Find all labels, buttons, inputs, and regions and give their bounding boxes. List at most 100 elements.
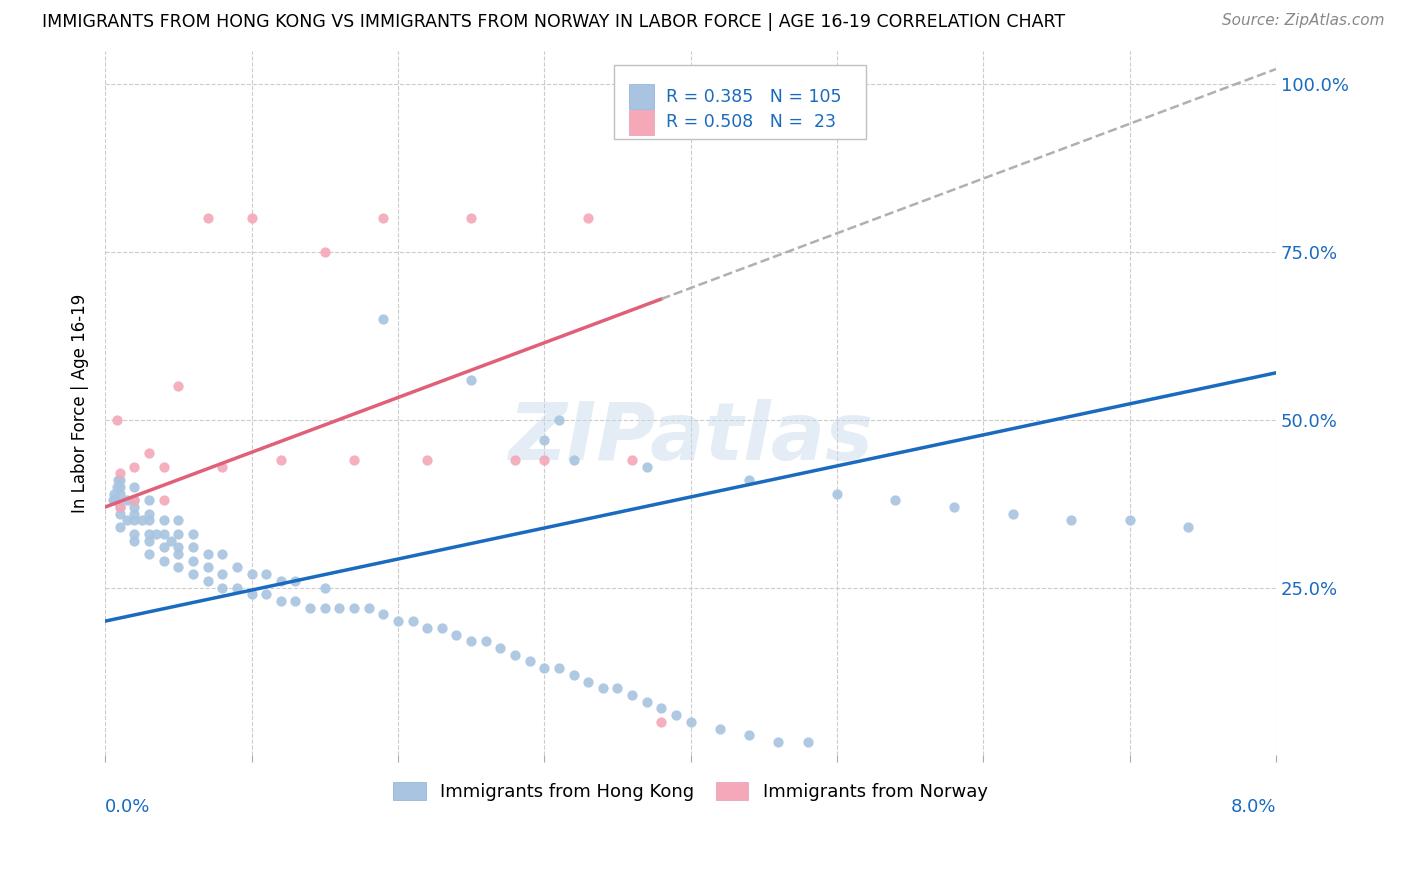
Point (108, 500, 131, 514)
Point (108, 520, 131, 534)
Point (460, 634, 482, 648)
Point (270, 574, 292, 588)
Point (768, 735, 790, 749)
Point (533, 453, 555, 467)
FancyBboxPatch shape (614, 65, 866, 139)
Point (284, 574, 307, 588)
Point (533, 433, 555, 447)
Point (357, 600, 380, 615)
Point (138, 527, 160, 541)
Point (503, 453, 526, 467)
Point (284, 594, 307, 608)
Point (197, 211, 219, 226)
Point (131, 513, 153, 527)
Point (124, 527, 146, 541)
Point (592, 681, 614, 696)
Point (138, 513, 160, 527)
Point (254, 567, 277, 582)
Point (943, 500, 966, 514)
Point (152, 554, 174, 568)
Point (373, 312, 395, 326)
Point (665, 708, 688, 723)
Point (562, 453, 585, 467)
Point (211, 459, 233, 474)
Point (167, 560, 190, 574)
Point (124, 493, 146, 508)
Point (636, 459, 658, 474)
Point (650, 714, 672, 729)
Point (547, 413, 569, 427)
Point (709, 722, 731, 736)
Bar (628, 84, 654, 109)
Point (152, 527, 174, 541)
Point (105, 413, 128, 427)
Point (211, 581, 233, 595)
Point (1001, 507, 1024, 521)
Point (460, 211, 482, 226)
Text: 8.0%: 8.0% (1230, 797, 1277, 815)
Point (576, 674, 599, 689)
Point (240, 211, 263, 226)
Point (197, 574, 219, 588)
Point (621, 688, 644, 702)
Point (636, 695, 658, 709)
Point (387, 614, 409, 628)
Point (115, 513, 138, 527)
Point (576, 211, 599, 226)
Point (796, 735, 818, 749)
Point (108, 500, 131, 514)
Point (373, 211, 395, 226)
Point (343, 600, 366, 615)
Point (152, 459, 174, 474)
Point (124, 513, 146, 527)
Point (138, 547, 160, 561)
Point (226, 581, 249, 595)
Point (167, 513, 190, 527)
Point (270, 594, 292, 608)
Point (211, 547, 233, 561)
Point (401, 614, 423, 628)
Point (460, 372, 482, 386)
Point (254, 587, 277, 601)
Point (108, 486, 131, 500)
Point (226, 560, 249, 574)
Point (152, 513, 174, 527)
Point (124, 507, 146, 521)
Point (115, 493, 138, 508)
Point (650, 701, 672, 715)
Point (373, 607, 395, 622)
Point (430, 621, 453, 635)
Point (314, 245, 336, 260)
Text: Source: ZipAtlas.com: Source: ZipAtlas.com (1222, 13, 1385, 29)
Point (474, 634, 496, 648)
Point (138, 446, 160, 460)
Point (103, 486, 125, 500)
Point (108, 480, 131, 494)
Point (884, 493, 907, 508)
Point (181, 554, 204, 568)
Point (101, 493, 124, 508)
Point (343, 453, 366, 467)
Point (138, 493, 160, 508)
Point (167, 527, 190, 541)
Point (105, 480, 128, 494)
Point (328, 600, 350, 615)
Point (240, 587, 263, 601)
Point (314, 600, 336, 615)
Point (299, 600, 322, 615)
Point (108, 507, 131, 521)
Point (621, 453, 644, 467)
Point (138, 507, 160, 521)
Text: 0.0%: 0.0% (105, 797, 150, 815)
Point (124, 493, 146, 508)
Point (124, 533, 146, 548)
Point (181, 527, 204, 541)
Point (124, 480, 146, 494)
Point (167, 547, 190, 561)
Point (197, 547, 219, 561)
Point (167, 379, 190, 393)
Y-axis label: In Labor Force | Age 16-19: In Labor Force | Age 16-19 (72, 293, 89, 513)
Point (167, 541, 190, 555)
Point (211, 567, 233, 582)
Point (621, 77, 644, 91)
